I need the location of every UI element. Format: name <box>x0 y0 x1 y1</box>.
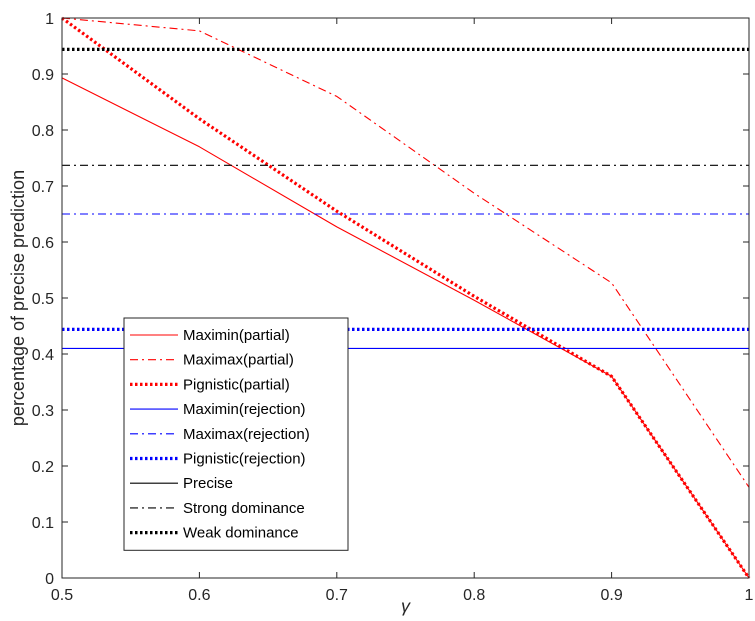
y-tick-label: 0.9 <box>32 67 54 84</box>
legend-label-maximin-rejection: Maximin(rejection) <box>183 401 306 418</box>
legend-label-maximin-partial: Maximin(partial) <box>183 327 290 344</box>
y-tick-label: 0 <box>45 571 54 588</box>
y-tick-label: 0.4 <box>32 347 54 364</box>
axes <box>61 17 750 579</box>
y-tick-label: 0.8 <box>32 123 54 140</box>
y-tick-label: 0.2 <box>32 459 54 476</box>
legend-label-weak-dominance: Weak dominance <box>183 525 299 542</box>
series-line-pignistic-partial <box>61 16 751 579</box>
legend-label-pignistic-rejection: Pignistic(rejection) <box>183 451 306 468</box>
series-line-maximax-partial <box>61 17 750 488</box>
legend-label-maximax-rejection: Maximax(rejection) <box>183 426 310 443</box>
y-tick-label: 1 <box>45 11 54 28</box>
y-tick-label: 0.1 <box>32 515 54 532</box>
legend-label-pignistic-partial: Pignistic(partial) <box>183 376 290 393</box>
y-tick-label: 0.5 <box>32 291 54 308</box>
legend: Maximin(partial) Maximax(partial) Pignisti… <box>123 317 349 551</box>
x-axis-title: γ <box>401 596 411 616</box>
legend-label-precise: Precise <box>183 475 233 492</box>
y-axis-title: percentage of precise prediction <box>8 170 28 426</box>
y-tick-label: 0.3 <box>32 403 54 420</box>
x-tick-label: 0.7 <box>326 587 348 604</box>
x-tick-label: 0.6 <box>188 587 210 604</box>
tick-labels: 0.5 0.6 0.7 0.8 0.9 1 0 0.1 0.2 0.3 0.4 0.5 0.6 0.7 0.… <box>32 11 754 604</box>
x-tick-label: 0.5 <box>51 587 73 604</box>
legend-label-strong-dominance: Strong dominance <box>183 500 305 517</box>
x-tick-label: 0.8 <box>463 587 485 604</box>
x-tick-label: 1 <box>745 587 754 604</box>
y-tick-label: 0.7 <box>32 179 54 196</box>
y-tick-label: 0.6 <box>32 235 54 252</box>
legend-label-maximax-partial: Maximax(partial) <box>183 352 294 369</box>
x-tick-label: 0.9 <box>600 587 622 604</box>
